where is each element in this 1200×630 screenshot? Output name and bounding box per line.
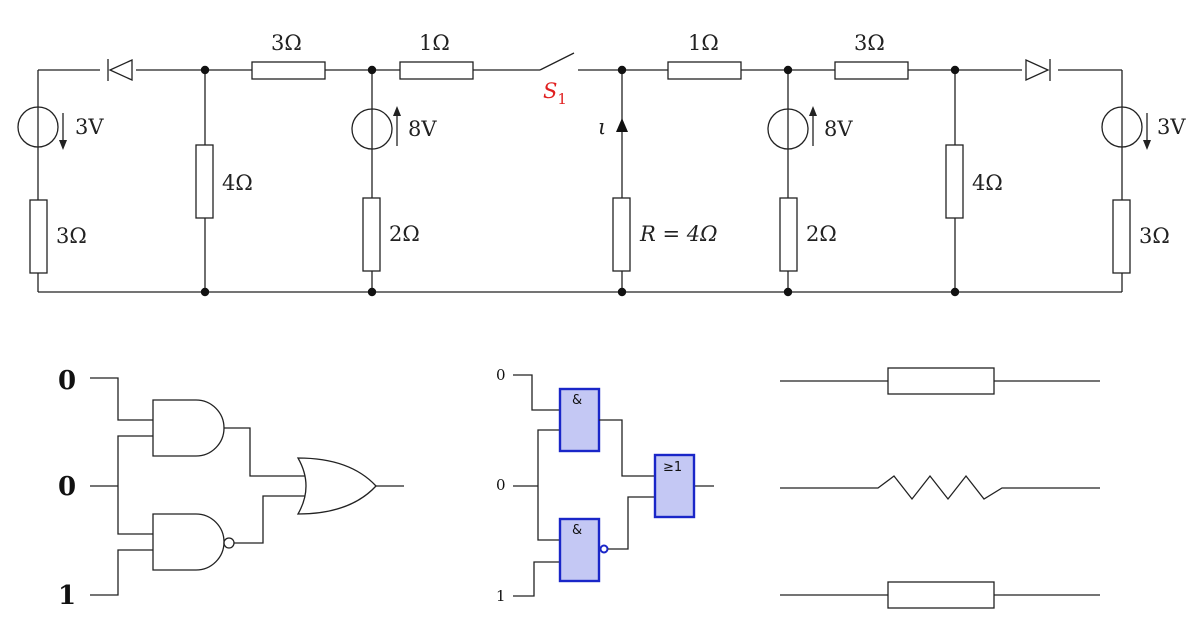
resistor-right-outer-3ohm bbox=[1112, 199, 1131, 274]
resistor-right-shunt-4ohm bbox=[945, 144, 964, 219]
resistor-symbol-2-zigzag bbox=[780, 474, 1100, 501]
iec-input-c: 1 bbox=[496, 587, 506, 605]
iec-nand-symbol: & bbox=[572, 523, 582, 538]
resistor-symbol-3-box bbox=[887, 581, 995, 609]
resistor-top-3ohm-right bbox=[834, 61, 909, 80]
label-left-mid-2ohm: 2Ω bbox=[389, 222, 420, 246]
label-right-mid-2ohm: 2Ω bbox=[806, 222, 837, 246]
shunt-wires bbox=[204, 70, 956, 292]
resistor-left-mid-2ohm bbox=[362, 197, 381, 272]
junction-dots bbox=[200, 65, 960, 297]
switch-name: S bbox=[543, 79, 557, 103]
iec-or-symbol: ≥1 bbox=[663, 460, 682, 475]
label-right-shunt-4ohm: 4Ω bbox=[972, 171, 1003, 195]
voltage-source-right-3v bbox=[1101, 106, 1151, 150]
current-arrow-icon bbox=[616, 118, 628, 132]
label-center-r-4ohm: R = 4Ω bbox=[639, 222, 718, 246]
label-top-1ohm-right: 1Ω bbox=[688, 31, 719, 55]
iec-and-symbol: & bbox=[572, 393, 582, 408]
label-switch-s1: S1 bbox=[543, 79, 567, 108]
label-left-shunt-4ohm: 4Ω bbox=[222, 171, 253, 195]
resistor-symbols bbox=[780, 367, 1100, 609]
switch-subscript: 1 bbox=[557, 90, 567, 108]
circuit-diagram: 3Ω 1Ω 1Ω 3Ω S1 3V 8V 8V 3V 3Ω 4Ω 2Ω R = … bbox=[17, 31, 1186, 297]
us-gate-wires bbox=[224, 427, 404, 544]
label-top-1ohm-left: 1Ω bbox=[419, 31, 450, 55]
logic-diagram-us: 0 0 1 bbox=[58, 366, 404, 611]
resistor-center-4ohm bbox=[612, 197, 631, 272]
resistor-left-outer-3ohm bbox=[29, 199, 48, 274]
label-src-left-mid-8v: 8V bbox=[408, 117, 437, 141]
label-top-3ohm-right: 3Ω bbox=[854, 31, 885, 55]
resistor-right-mid-2ohm bbox=[779, 197, 798, 272]
iec-input-b: 0 bbox=[496, 476, 506, 494]
us-and-gate bbox=[152, 399, 225, 457]
logic-diagram-iec: 0 0 1 & & ≥1 bbox=[496, 366, 714, 605]
label-src-right-mid-8v: 8V bbox=[824, 117, 853, 141]
iec-input-wires bbox=[513, 374, 560, 597]
iec-gate-wires bbox=[599, 419, 714, 550]
us-input-c: 1 bbox=[58, 581, 76, 611]
voltage-source-left-mid-8v bbox=[351, 106, 401, 150]
us-nand-gate bbox=[152, 513, 225, 571]
label-src-left-3v: 3V bbox=[75, 115, 104, 139]
label-right-outer-3ohm: 3Ω bbox=[1139, 224, 1170, 248]
diode-left bbox=[100, 58, 136, 82]
iec-nand-gate bbox=[558, 517, 601, 583]
switch-s1-blade bbox=[539, 52, 575, 71]
label-left-outer-3ohm: 3Ω bbox=[56, 224, 87, 248]
voltage-source-right-mid-8v bbox=[767, 106, 817, 150]
resistor-symbol-1-box bbox=[887, 367, 995, 395]
resistor-top-1ohm-right bbox=[667, 61, 742, 80]
us-input-wires bbox=[90, 377, 153, 596]
resistor-top-3ohm-left bbox=[251, 61, 326, 80]
us-input-b: 0 bbox=[58, 472, 76, 502]
label-src-right-3v: 3V bbox=[1157, 115, 1186, 139]
iec-or-gate bbox=[653, 453, 696, 519]
us-nand-bubble bbox=[223, 537, 235, 549]
iec-nand-bubble bbox=[599, 544, 609, 554]
us-or-gate bbox=[296, 457, 377, 515]
resistor-top-1ohm-left bbox=[399, 61, 474, 80]
resistor-left-shunt-4ohm bbox=[195, 144, 214, 219]
iec-input-a: 0 bbox=[496, 366, 506, 384]
us-input-a: 0 bbox=[58, 366, 76, 396]
voltage-source-left-3v bbox=[17, 106, 67, 150]
diode-right bbox=[1022, 58, 1058, 82]
label-top-3ohm-left: 3Ω bbox=[271, 31, 302, 55]
label-current-iota: ι bbox=[598, 115, 606, 139]
